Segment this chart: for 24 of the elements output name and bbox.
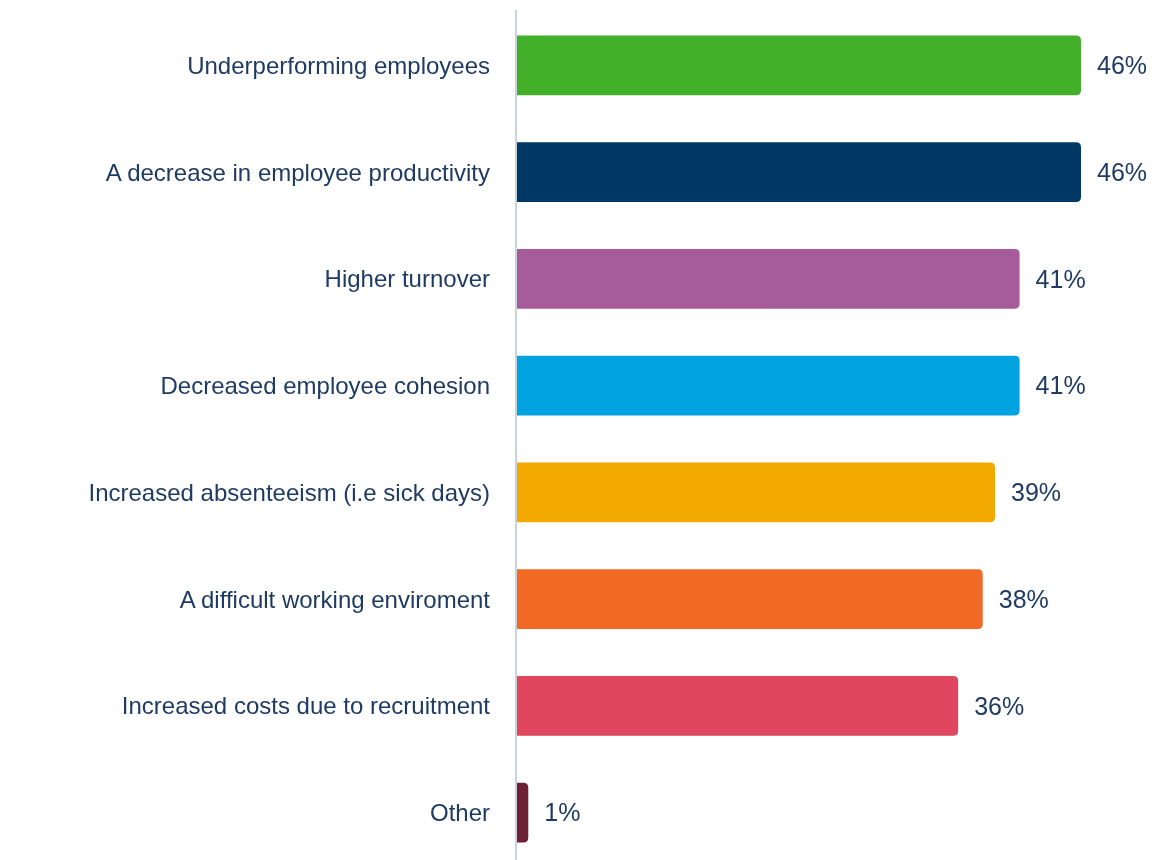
data-label: 41% <box>1035 371 1086 400</box>
y-tick-label: A difficult working enviroment <box>179 585 491 613</box>
y-tick-label: Decreased employee cohesion <box>160 372 490 400</box>
data-label: 1% <box>544 798 581 827</box>
y-tick-label: Increased costs due to recruitment <box>121 692 491 720</box>
data-label: 46% <box>1097 157 1148 186</box>
bar <box>516 782 529 843</box>
data-label: 36% <box>974 691 1025 720</box>
y-tick-label: Other <box>429 799 490 827</box>
y-tick-label: A decrease in employee productivity <box>105 158 490 186</box>
y-tick-label: Underperforming employees <box>187 51 490 79</box>
bar <box>516 355 1020 416</box>
y-tick-label: Higher turnover <box>324 265 490 293</box>
bar <box>516 142 1081 203</box>
bar <box>516 35 1081 96</box>
data-label: 39% <box>1011 478 1062 507</box>
bar <box>516 248 1020 309</box>
data-label: 46% <box>1097 51 1148 80</box>
data-label: 38% <box>998 584 1049 613</box>
data-label: 41% <box>1035 264 1086 293</box>
bar <box>516 462 996 523</box>
bar <box>516 675 959 736</box>
y-tick-label: Increased absenteeism (i.e sick days) <box>88 478 490 506</box>
bar <box>516 569 983 630</box>
